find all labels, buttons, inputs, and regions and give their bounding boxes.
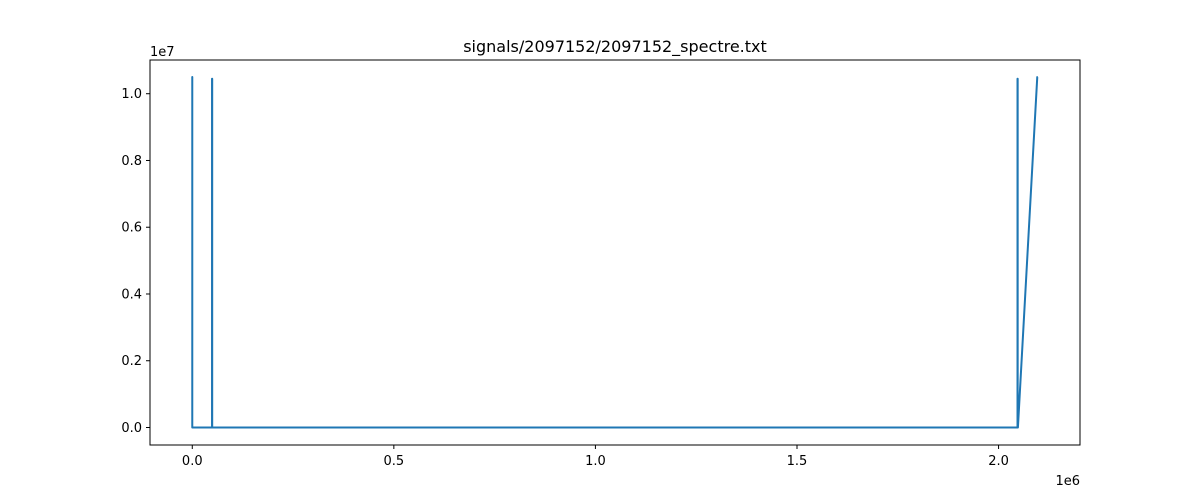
y-tick-label: 0.4 — [121, 287, 142, 302]
y-tick-label: 0.6 — [121, 221, 142, 236]
y-tick-label: 0.0 — [121, 421, 142, 436]
axis-ticks: 0.0 0.5 1.0 1.5 2.0 0.0 0.2 0.4 0.6 0.8 1.0 — [121, 87, 1009, 469]
y-offset-label: 1e7 — [150, 45, 175, 60]
x-tick-label: 1.5 — [787, 454, 808, 469]
x-tick-label: 2.0 — [988, 454, 1009, 469]
y-tick-label: 0.8 — [121, 154, 142, 169]
series-line-0 — [191, 76, 1039, 429]
y-tick-label: 1.0 — [121, 87, 142, 102]
x-tick-label: 0.5 — [384, 454, 405, 469]
plot-area — [191, 76, 1039, 429]
axes-frame — [149, 59, 1081, 446]
y-tick-label: 0.2 — [121, 354, 142, 369]
chart-title: signals/2097152/2097152_spectre.txt — [463, 37, 767, 57]
x-tick-label: 0.0 — [182, 454, 203, 469]
x-offset-label: 1e6 — [1055, 474, 1080, 489]
x-tick-label: 1.0 — [585, 454, 606, 469]
